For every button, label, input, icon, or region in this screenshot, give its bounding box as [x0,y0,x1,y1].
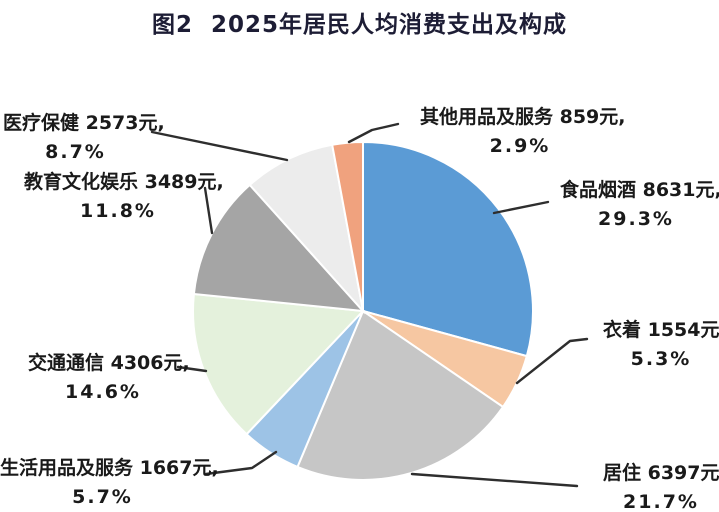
leader-line-clothing [515,337,589,385]
leader-line-other-goods-services [347,122,400,144]
leader-line-household-goods-services [204,450,278,476]
leader-line-food-tobacco-alcohol [492,200,550,215]
label-other-goods-services: 其他用品及服务 859元, 2.9% [420,103,626,160]
pie-slice-housing [296,309,505,481]
label-education-culture-entertainment: 教育文化娱乐 3489元, 11.8% [24,168,224,225]
label-household-text: 生活用品及服务 1667元, [0,457,219,479]
label-transport-text: 交通通信 4306元, [28,352,190,374]
label-housing-percent: 21.7% [623,490,699,512]
pie-slice-food-tobacco-alcohol [362,140,534,358]
label-clothing: 衣着 1554元, 5.3% [603,316,719,373]
label-clothing-percent: 5.3% [630,347,692,370]
label-household-percent: 5.7% [72,485,133,508]
label-education-percent: 11.8% [80,199,156,222]
pie-slice-education-culture-entertainment [192,183,366,313]
label-healthcare-percent: 8.7% [45,140,106,163]
pie-slices [192,140,534,481]
leader-lines [150,122,589,488]
leader-line-transport-communication [176,365,208,373]
label-household-goods-services: 生活用品及服务 1667元, 5.7% [0,454,219,511]
pie-slice-healthcare [248,143,365,315]
label-transport-percent: 14.6% [65,380,141,403]
label-clothing-text: 衣着 1554元, [603,319,719,341]
label-healthcare: 医疗保健 2573元, 8.7% [3,109,165,166]
label-other-text: 其他用品及服务 859元, [420,106,626,128]
pie-slice-other-goods-services [331,140,364,312]
leader-line-housing [410,472,579,488]
label-other-percent: 2.9% [489,134,551,157]
label-transport-communication: 交通通信 4306元, 14.6% [28,349,190,406]
label-education-text: 教育文化娱乐 3489元, [24,171,224,193]
label-healthcare-text: 医疗保健 2573元, [3,112,165,134]
label-food-text: 食品烟酒 8631元, [560,179,719,201]
label-food-tobacco-alcohol: 食品烟酒 8631元, 29.3% [560,176,719,233]
chart-title: 图2 2025年居民人均消费支出及构成 [151,12,568,38]
leader-line-education-culture-entertainment [203,186,214,235]
label-housing-text: 居住 6397元, [603,462,719,484]
leader-line-healthcare [150,130,289,162]
label-food-percent: 29.3% [598,207,674,230]
label-housing: 居住 6397元, 21.7% [603,459,719,512]
